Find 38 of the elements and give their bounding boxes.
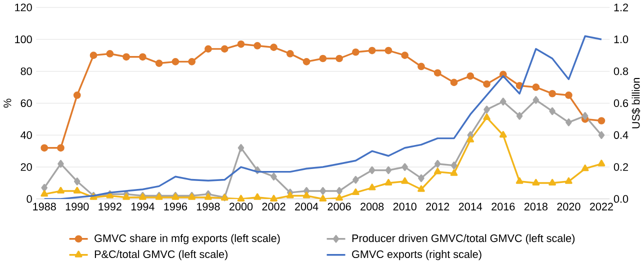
x-tick-label: 1992 — [98, 202, 122, 210]
legend-label: Producer driven GMVC/total GMVC (left scale) — [352, 234, 575, 244]
y2-tick-label: 0.0 — [614, 195, 628, 203]
y-tick-label: 80 — [20, 67, 32, 76]
x-tick-label: 2000 — [229, 202, 253, 210]
x-tick-label: 2004 — [295, 202, 318, 210]
x-tick-label: 1996 — [164, 202, 188, 210]
y2-tick-label: 1.0 — [614, 36, 628, 44]
y2-tick-label: 1.2 — [614, 4, 628, 12]
x-tick-label: 2014 — [458, 202, 482, 210]
y-tick-label: 60 — [20, 99, 32, 108]
y-axis-title: % — [4, 98, 12, 108]
x-tick-label: 2020 — [557, 202, 580, 210]
y2-tick-label: 0.4 — [614, 131, 628, 139]
y-tick-label: 120 — [15, 4, 32, 12]
legend-label: P&C/total GMVC (left scale) — [94, 250, 228, 260]
legend-label: GMVC share in mfg exports (left scale) — [94, 234, 280, 244]
y-tick-label: 40 — [20, 131, 32, 139]
y2-tick-label: 0.6 — [614, 99, 628, 108]
y2-axis-title: US$ billion — [632, 78, 640, 128]
y2-tick-label: 0.2 — [614, 163, 628, 171]
y-tick-label: 20 — [20, 163, 32, 171]
x-tick-label: 2016 — [492, 202, 515, 210]
y-tick-label: 100 — [15, 36, 32, 44]
x-tick-label: 1988 — [33, 202, 56, 210]
x-tick-label: 2010 — [393, 202, 416, 210]
x-tick-label: 2018 — [524, 202, 548, 210]
x-tick-label: 2012 — [426, 202, 450, 210]
x-tick-label: 1998 — [197, 202, 220, 210]
x-tick-label: 2022 — [590, 202, 613, 210]
x-tick-label: 1990 — [66, 202, 89, 210]
x-tick-label: 2002 — [262, 202, 286, 210]
y2-tick-label: 0.8 — [614, 67, 628, 76]
legend-label: GMVC exports (right scale) — [352, 250, 482, 260]
y-tick-label: 0 — [26, 195, 32, 203]
x-tick-label: 1994 — [131, 202, 154, 210]
x-tick-label: 2008 — [360, 202, 384, 210]
x-tick-label: 2006 — [328, 202, 351, 210]
